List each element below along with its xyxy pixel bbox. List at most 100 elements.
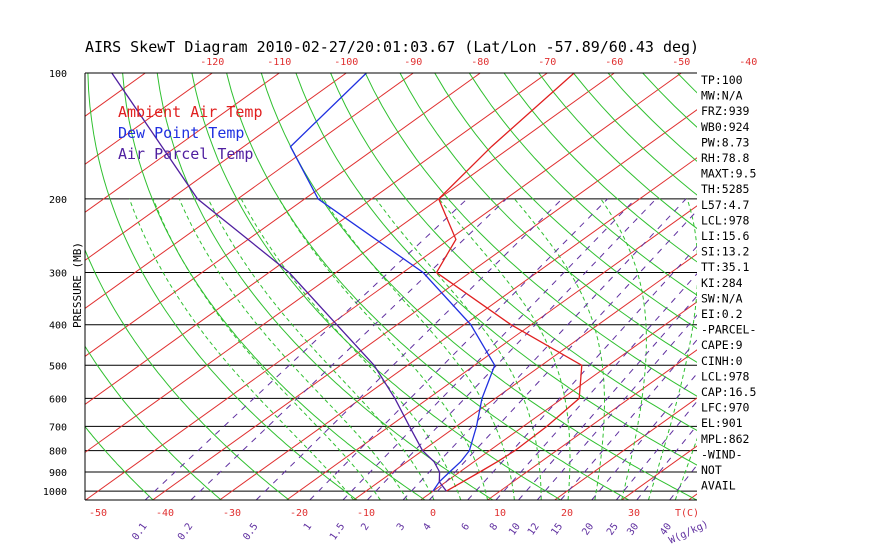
info-item: PW:8.73 — [701, 135, 750, 149]
mixing-ratio-label: 12 — [526, 521, 542, 537]
pressure-tick-label: 700 — [49, 422, 67, 433]
info-item: SW:N/A — [701, 291, 743, 305]
series-dew-point-temp — [289, 73, 496, 492]
mixing-ratio-label: 6 — [460, 521, 472, 532]
dry-adiabat-line — [191, 73, 562, 500]
top-temp-tick-label: -90 — [404, 57, 422, 68]
dry-adiabat-line — [851, 73, 870, 500]
dry-adiabat-line — [503, 73, 697, 263]
dry-adiabat-line — [642, 73, 697, 128]
info-item: SI:13.2 — [701, 245, 749, 259]
mixing-ratio-label: 0.5 — [241, 521, 260, 542]
dry-adiabat-line — [85, 425, 154, 500]
isotherm-line — [85, 73, 414, 309]
mixing-ratio-line — [402, 198, 687, 500]
info-item: EL:901 — [701, 416, 743, 430]
moist-adiabat-line — [514, 198, 605, 500]
bottom-temp-tick-label: -20 — [290, 508, 308, 519]
mixing-ratio-label: 25 — [605, 521, 621, 537]
info-item: L57:4.7 — [701, 198, 750, 212]
info-item: MW:N/A — [701, 89, 743, 103]
dry-adiabat-line — [364, 73, 697, 397]
moist-adiabat-line — [152, 198, 381, 500]
isotherm-line — [85, 73, 548, 406]
mixing-ratio-label: 4 — [421, 521, 433, 532]
bottom-temp-tick-label: 10 — [494, 508, 506, 519]
chart-title: AIRS SkewT Diagram 2010-02-27/20:01:03.6… — [85, 38, 699, 56]
info-item: NOT — [701, 463, 722, 477]
dry-adiabat-line — [122, 73, 426, 500]
info-item: CAPE:9 — [701, 338, 743, 352]
mixing-ratio-label: 0.1 — [130, 521, 149, 542]
bottom-temp-tick-label: 0 — [430, 508, 436, 519]
mixing-ratio-label: 3 — [395, 521, 407, 532]
isotherm-line — [420, 301, 697, 500]
dry-adiabat-line — [330, 73, 697, 432]
dry-adiabat-line — [468, 73, 697, 296]
mixing-ratio-line — [366, 198, 657, 500]
dry-adiabat-line — [260, 73, 697, 500]
mixing-ratio-line — [342, 198, 636, 500]
pressure-tick-label: 800 — [49, 447, 67, 458]
info-item: TT:35.1 — [701, 260, 750, 274]
mixing-ratio-line — [190, 198, 507, 500]
isotherm-line — [85, 73, 682, 500]
axes: 1002003004005006007008009001000PRESSURE … — [43, 57, 757, 547]
mixing-ratio-line — [560, 339, 697, 500]
mixing-ratio-label: 8 — [488, 521, 500, 532]
bottom-axis-unit: T(C) — [675, 508, 699, 519]
mixing-ratio-unit: W(g/kg) — [667, 519, 710, 547]
bottom-temp-tick-label: 20 — [561, 508, 573, 519]
info-item: TH:5285 — [701, 182, 749, 196]
mixing-ratio-label: 1 — [302, 521, 314, 532]
top-temp-tick-label: -80 — [471, 57, 489, 68]
bottom-temp-tick-label: -30 — [223, 508, 241, 519]
series-ambient-air-temp — [435, 73, 583, 492]
bottom-temp-tick-label: -40 — [156, 508, 174, 519]
info-item: FRZ:939 — [701, 104, 750, 118]
moist-adiabat-line — [600, 198, 647, 500]
dry-adiabat-line — [156, 73, 494, 500]
mixing-ratio-line — [669, 464, 697, 500]
mixing-ratio-label: 30 — [625, 521, 641, 537]
mixing-ratio-label: 2 — [359, 521, 371, 532]
pressure-tick-label: 300 — [49, 269, 67, 280]
pressure-tick-label: 400 — [49, 321, 67, 332]
pressure-tick-label: 900 — [49, 468, 67, 479]
legend: Ambient Air Temp Dew Point Temp Air Parcel… — [118, 103, 263, 163]
isotherm-line — [0, 73, 78, 500]
info-item: MPL:862 — [701, 432, 749, 446]
info-item: WB0:924 — [701, 120, 750, 134]
info-item: CAP:16.5 — [701, 385, 756, 399]
mixing-ratio-line — [428, 209, 697, 500]
bottom-temp-tick-label: -10 — [357, 508, 375, 519]
legend-item: Air Parcel Temp — [118, 145, 253, 163]
isotherm-line — [85, 73, 615, 454]
isotherm-line — [152, 109, 697, 500]
info-item: MAXT:9.5 — [701, 167, 756, 181]
info-item: LCL:978 — [701, 213, 750, 227]
dry-adiabat-line — [434, 73, 697, 330]
grid-lines — [0, 73, 870, 500]
info-item: LI:15.6 — [701, 229, 750, 243]
top-temp-tick-label: -50 — [672, 57, 690, 68]
moist-adiabat-line — [674, 437, 697, 500]
info-item: EI:0.2 — [701, 307, 743, 321]
bottom-temp-tick-label: 30 — [628, 508, 640, 519]
mixing-ratio-line — [636, 424, 697, 500]
pressure-tick-label: 200 — [49, 195, 67, 206]
pressure-tick-label: 500 — [49, 361, 67, 372]
y-axis-label: PRESSURE (MB) — [71, 242, 84, 328]
isotherm-line — [554, 397, 697, 500]
mixing-ratio-line — [144, 198, 468, 500]
info-item: LFC:970 — [701, 401, 750, 415]
series-lines — [111, 73, 583, 492]
info-item: CINH:0 — [701, 354, 743, 368]
legend-item: Dew Point Temp — [118, 124, 244, 142]
top-temp-tick-label: -120 — [200, 57, 224, 68]
moist-adiabat-line — [322, 198, 515, 500]
isotherm-line — [0, 73, 11, 500]
moist-adiabat-line — [207, 198, 435, 500]
mixing-ratio-line — [309, 198, 608, 500]
